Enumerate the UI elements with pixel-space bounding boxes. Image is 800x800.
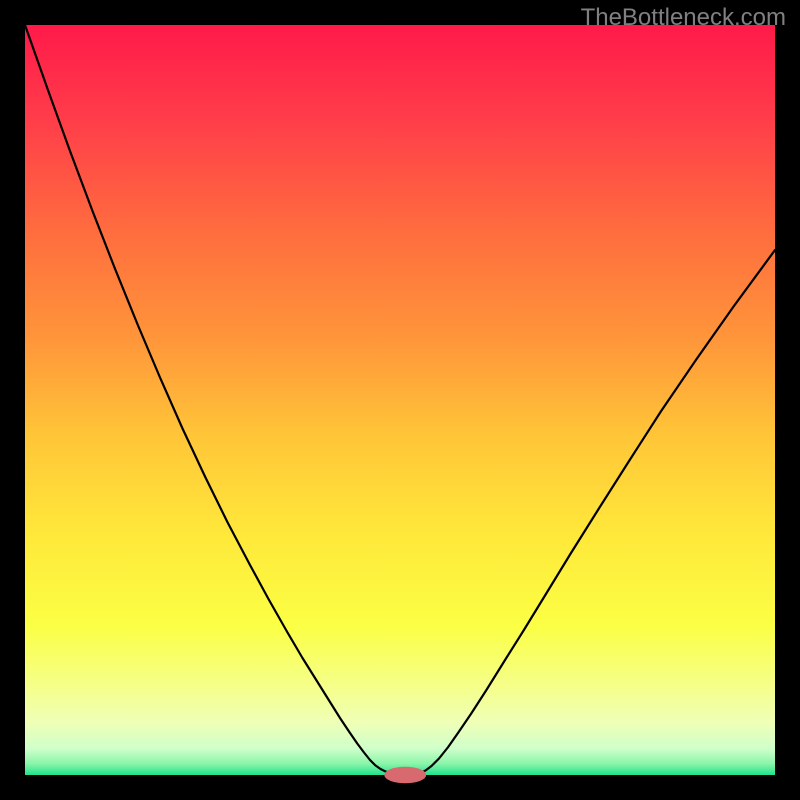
- valley-marker: [384, 767, 426, 784]
- chart-container: TheBottleneck.com: [0, 0, 800, 800]
- watermark-label: TheBottleneck.com: [581, 4, 786, 32]
- bottleneck-chart: [0, 0, 800, 800]
- plot-background: [25, 25, 775, 775]
